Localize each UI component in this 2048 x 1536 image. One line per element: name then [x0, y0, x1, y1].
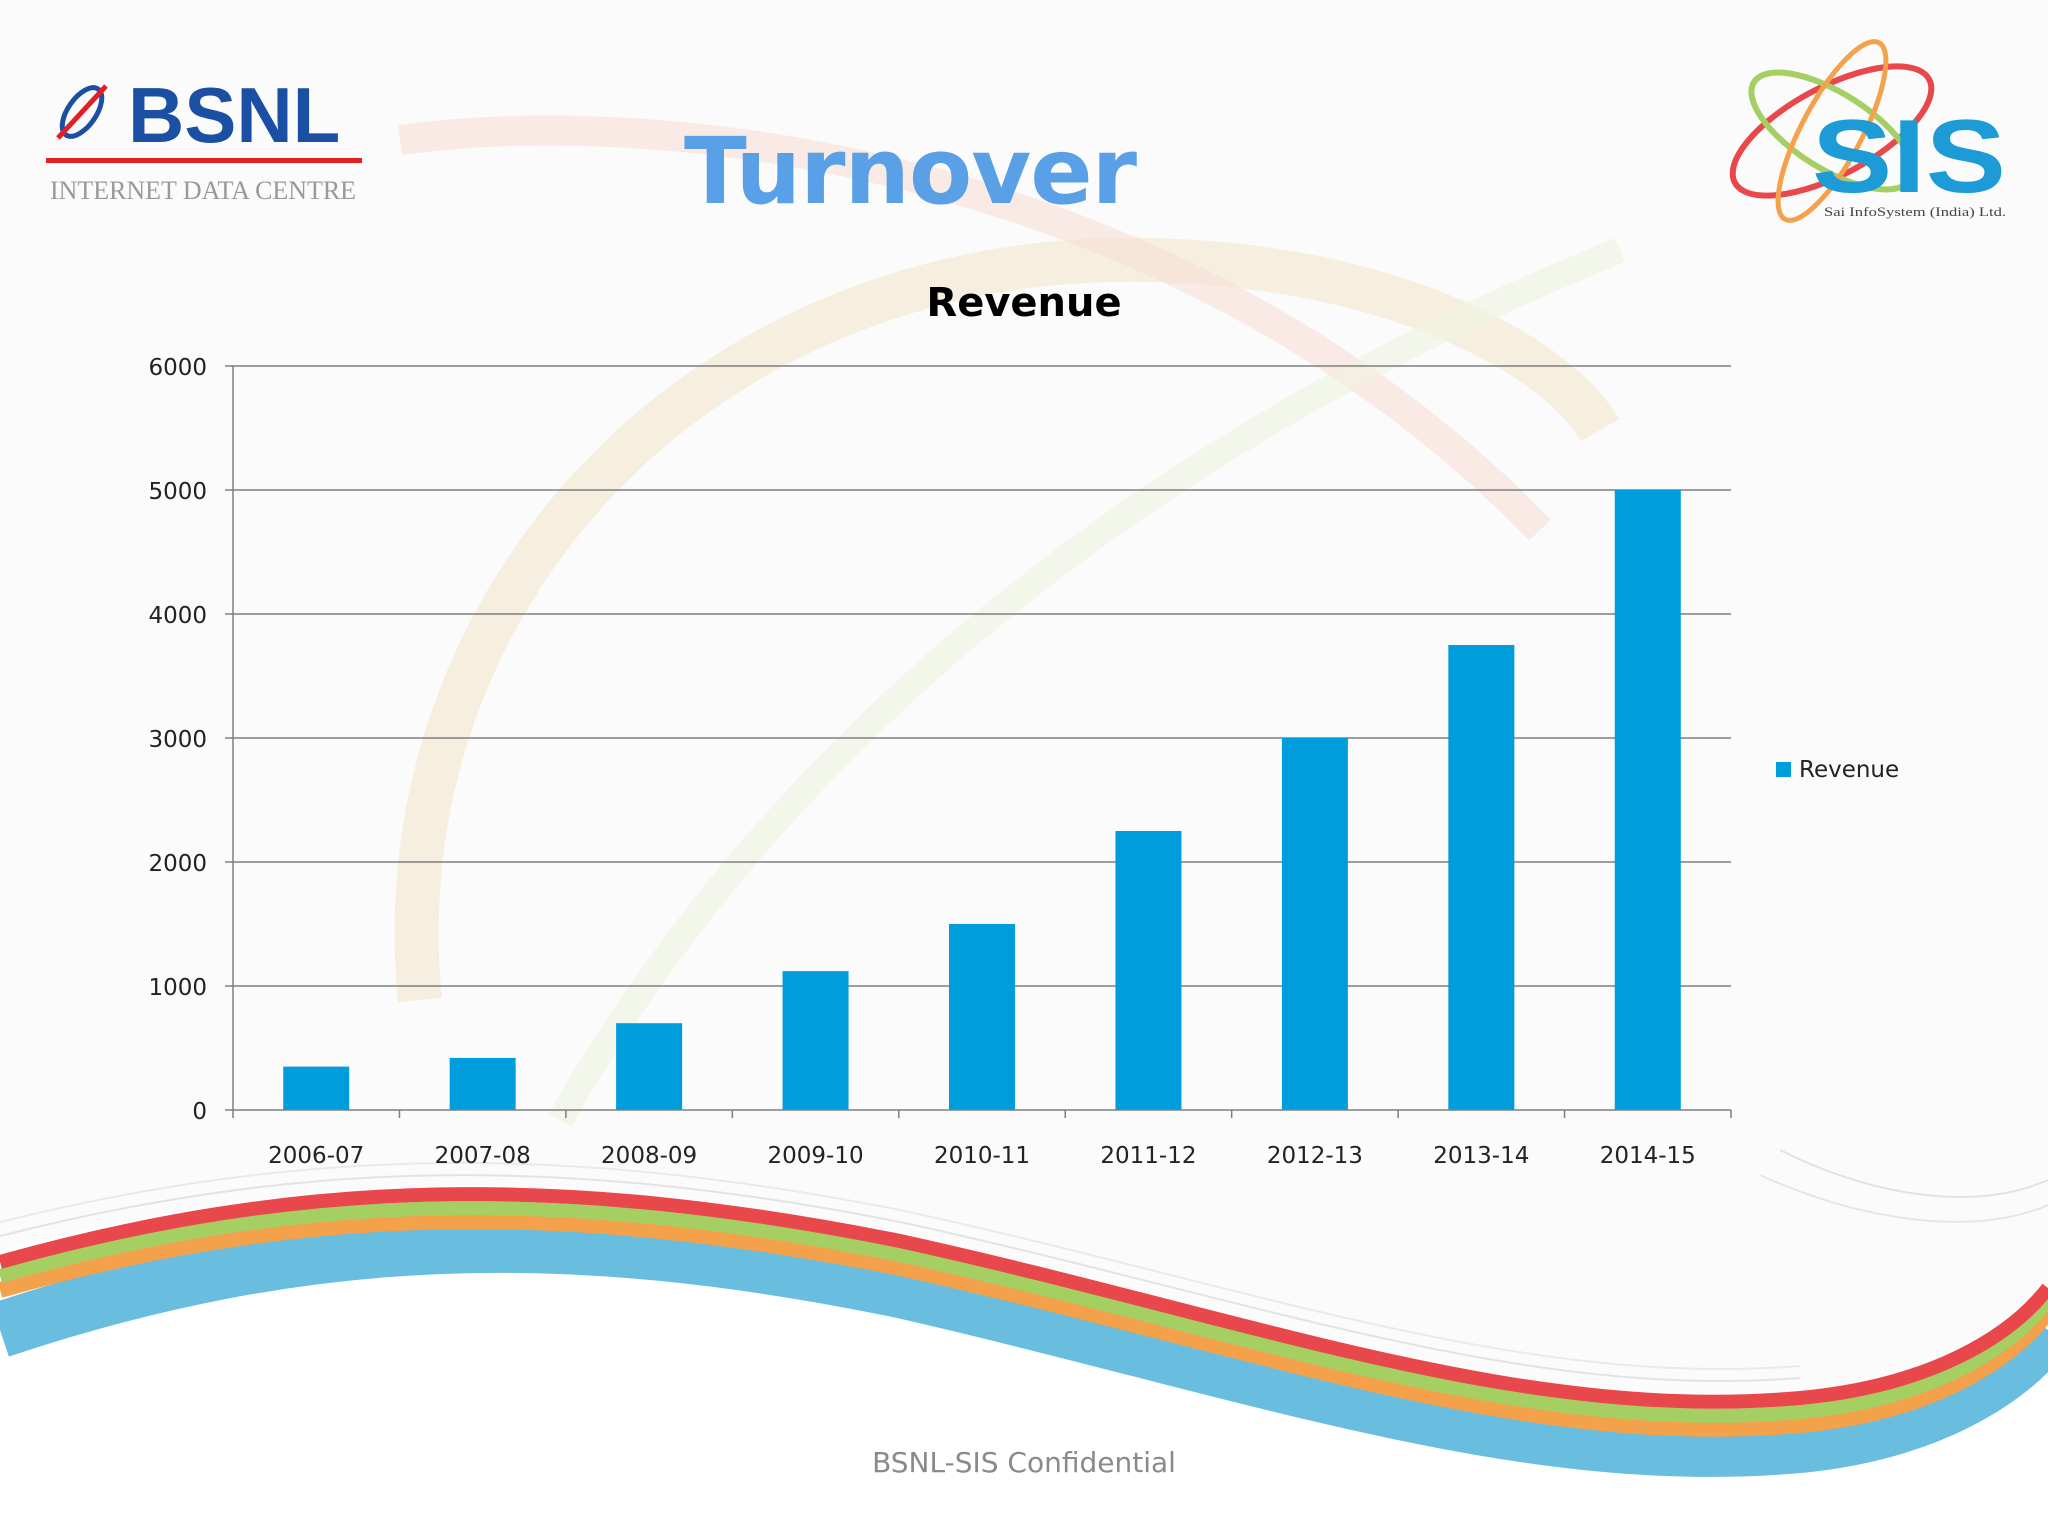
- x-tick-label: 2006-07: [268, 1143, 364, 1169]
- y-tick-label: 4000: [148, 603, 207, 629]
- legend-label: Revenue: [1799, 757, 1899, 783]
- bar-2008-09: [616, 1023, 683, 1110]
- x-tick-label: 2012-13: [1267, 1143, 1363, 1169]
- bars: [283, 490, 1681, 1110]
- chart-title: Revenue: [926, 280, 1121, 326]
- x-tick-label: 2007-08: [435, 1143, 531, 1169]
- x-tick-label: 2009-10: [768, 1143, 864, 1169]
- bar-2010-11: [949, 924, 1015, 1110]
- bar-2013-14: [1448, 645, 1515, 1110]
- y-tick-label: 0: [192, 1099, 207, 1125]
- bsnl-swoosh-icon: [56, 84, 108, 140]
- y-tick-label: 1000: [148, 975, 207, 1001]
- bsnl-wordmark: BSNL: [128, 78, 340, 159]
- x-tick-labels: 2006-07 2007-08 2008-09 2009-10 2010-11 2011-…: [268, 1143, 1696, 1169]
- bar-2007-08: [449, 1057, 516, 1110]
- slide-title: Turnover: [684, 118, 1137, 225]
- bar-2014-15: [1614, 490, 1681, 1110]
- y-tick-label: 5000: [148, 479, 207, 505]
- x-tick-label: 2014-15: [1600, 1143, 1696, 1169]
- legend-swatch: [1776, 762, 1791, 777]
- bar-2009-10: [782, 971, 849, 1110]
- sis-logo: SIS Sai InfoSystem (India) Ltd.: [1712, 36, 2012, 226]
- x-tick-label: 2008-09: [601, 1143, 697, 1169]
- x-tick-label: 2010-11: [934, 1143, 1030, 1169]
- y-tick-label: 3000: [148, 727, 207, 753]
- bar-2012-13: [1281, 738, 1348, 1110]
- y-tick-labels: 0 1000 2000 3000 4000 5000 6000: [148, 355, 207, 1125]
- bar-2011-12: [1115, 831, 1182, 1110]
- sis-wordmark: SIS: [1812, 99, 2006, 215]
- footer-confidential: BSNL-SIS Confidential: [872, 1446, 1176, 1479]
- y-tick-label: 2000: [148, 851, 207, 877]
- bar-2006-07: [283, 1066, 350, 1110]
- bsnl-subtitle: INTERNET DATA CENTRE: [50, 176, 356, 205]
- x-tick-label: 2013-14: [1433, 1143, 1529, 1169]
- x-tick-label: 2011-12: [1100, 1143, 1196, 1169]
- sis-subtitle: Sai InfoSystem (India) Ltd.: [1824, 204, 2006, 219]
- bsnl-logo: BSNL INTERNET DATA CENTRE: [44, 71, 364, 208]
- legend: Revenue: [1776, 757, 1899, 783]
- axes: [225, 365, 1732, 1118]
- y-tick-label: 6000: [148, 355, 207, 381]
- orbit-swoosh-icon: [1729, 39, 1935, 223]
